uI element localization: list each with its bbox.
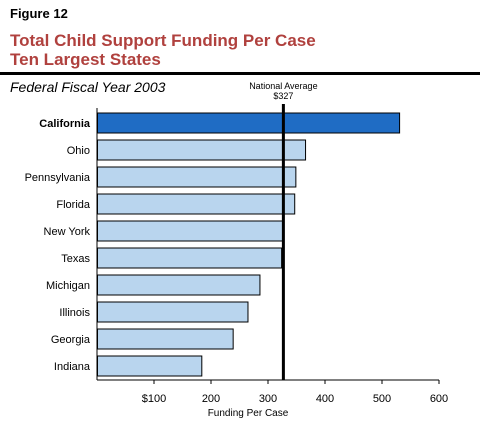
category-label-texas: Texas xyxy=(61,253,90,265)
category-label-indiana: Indiana xyxy=(54,361,91,373)
x-tick-label: 400 xyxy=(316,393,334,405)
category-label-florida: Florida xyxy=(56,199,91,211)
national-average-value: $327 xyxy=(273,91,293,101)
bars-layer xyxy=(97,112,401,377)
category-label-illinois: Illinois xyxy=(59,307,90,319)
national-average-marker: National Average$327 xyxy=(249,81,318,380)
x-tick-label: $100 xyxy=(142,393,166,405)
bar-illinois xyxy=(97,301,249,323)
bar-georgia xyxy=(97,328,234,350)
x-axis: $100 200 300 400 500 600 Funding Per Case xyxy=(96,108,448,419)
x-tick-label: 200 xyxy=(202,393,220,405)
x-axis-label: Funding Per Case xyxy=(208,408,289,419)
category-label-california: California xyxy=(39,118,91,130)
category-label-new-york: New York xyxy=(44,226,91,238)
bar-florida xyxy=(97,193,296,215)
category-label-ohio: Ohio xyxy=(67,145,90,157)
x-tick-label: 500 xyxy=(373,393,391,405)
fiscal-year-caption: Federal Fiscal Year 2003 xyxy=(10,79,166,95)
bar-indiana xyxy=(97,355,203,377)
category-labels: California Ohio Pennsylvania Florida New Yor… xyxy=(25,118,91,373)
category-label-georgia: Georgia xyxy=(51,334,91,346)
chart-title: Total Child Support Funding Per Case xyxy=(10,31,316,50)
bar-new-york xyxy=(97,220,284,242)
figure-label: Figure 12 xyxy=(10,6,68,21)
bar-texas xyxy=(97,247,283,269)
x-tick-label: 300 xyxy=(259,393,277,405)
bar-ohio xyxy=(97,139,307,161)
chart-subtitle: Ten Largest States xyxy=(10,50,161,69)
x-tick-label: 600 xyxy=(430,393,448,405)
bar-michigan xyxy=(97,274,261,296)
category-label-michigan: Michigan xyxy=(46,280,90,292)
national-average-label: National Average xyxy=(249,81,317,91)
category-label-pennsylvania: Pennsylvania xyxy=(25,172,91,184)
bar-california xyxy=(97,112,401,134)
title-divider xyxy=(0,72,480,75)
bar-pennsylvania xyxy=(97,166,297,188)
